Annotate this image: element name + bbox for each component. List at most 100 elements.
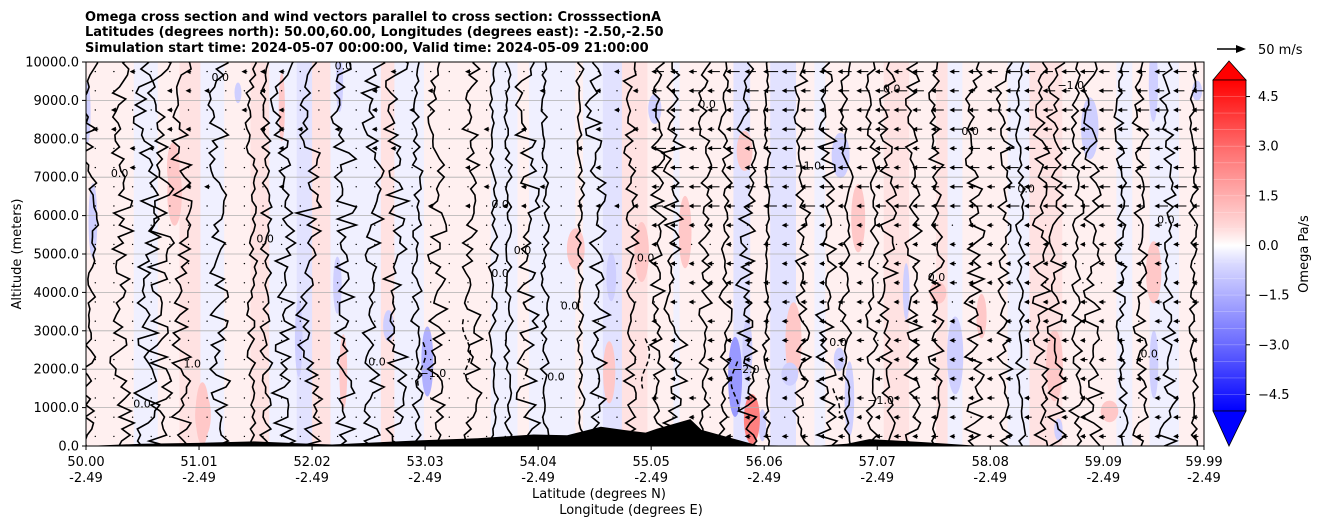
wind-vector-dot (1044, 224, 1047, 226)
wind-vector-dot (113, 301, 115, 303)
wind-vector-dot (616, 147, 618, 150)
y-tick-label: 9000.0 (34, 94, 80, 109)
wind-vector-dot (430, 397, 432, 399)
wind-vector-dot (411, 205, 413, 207)
wind-vector-dot (728, 397, 730, 399)
wind-vector-dot (541, 205, 544, 207)
wind-vector-dot (187, 147, 190, 150)
wind-vector-head (1005, 433, 1011, 439)
x-tick-label-lon: -2.49 (634, 471, 668, 486)
wind-vector-dot (113, 205, 115, 207)
wind-vector-head (856, 414, 862, 420)
wind-vector-dot (579, 243, 581, 246)
wind-vector-head (1135, 357, 1141, 363)
contour-line (877, 62, 900, 446)
wind-vector-head (1173, 337, 1179, 343)
wind-vector-dot (94, 109, 97, 111)
wind-vector-dot (560, 224, 562, 226)
wind-vector-dot (635, 166, 637, 169)
wind-vector-head (1173, 299, 1179, 305)
wind-vector-head (949, 165, 955, 171)
wind-vector-dot (150, 186, 152, 188)
wind-vector-dot (802, 416, 805, 418)
wind-vector-head (707, 280, 713, 286)
wind-vector-head (930, 184, 936, 190)
x-tick-label-lon: -2.49 (1187, 471, 1221, 486)
wind-vector-head (893, 184, 899, 190)
wind-vector-head (539, 184, 545, 190)
contour-labels: 1.0 0.0 0.0 0.0 0.0 0.0 0.0 0.0 0.0 0.0 0.0 −1.0 −1.… (111, 60, 1175, 411)
wind-vector-head (1191, 433, 1197, 439)
wind-vector-dot (579, 358, 581, 361)
wind-vector-head (1061, 145, 1067, 151)
wind-vector-dot (560, 90, 562, 92)
wind-vector-head (930, 414, 936, 420)
wind-vector-head (819, 88, 824, 94)
wind-vector-head (781, 184, 787, 190)
wind-vector-dot (299, 416, 301, 418)
wind-vector-dot (113, 435, 115, 438)
wind-vector-dot (318, 435, 320, 438)
wind-vector-head (856, 107, 862, 113)
wind-vector-head (912, 107, 918, 113)
wind-vector-dot (523, 416, 525, 418)
wind-vector-dot (94, 282, 97, 284)
wind-vector-dot (355, 301, 357, 303)
wind-vector-head (688, 280, 694, 286)
contour-line (293, 62, 324, 446)
wind-vector-dot (280, 416, 283, 418)
wind-vector-dot (411, 435, 413, 438)
wind-vector-dot (467, 262, 469, 265)
wind-vector-head (912, 203, 918, 209)
wind-vector-dot (355, 282, 357, 284)
contour-line (487, 62, 500, 446)
wind-vector-head (278, 126, 284, 132)
x-tick-label-lat: 56.06 (746, 455, 783, 470)
contour-line (660, 62, 689, 446)
contour-line (1112, 62, 1129, 446)
wind-vector-dot (1007, 243, 1010, 246)
wind-vector-head (819, 203, 824, 209)
wind-vector-head (688, 145, 694, 151)
wind-vector-head (520, 203, 526, 209)
wind-vector-dot (541, 320, 544, 322)
wind-vector-head (278, 107, 284, 113)
colorbar: 4.5 3.0 1.5 0.0 −1.5 −3.0 −4.5 Omega Pa/s (1212, 60, 1312, 447)
wind-vector-dot (243, 205, 246, 207)
wind-vector-head (1098, 165, 1104, 171)
wind-vector-dot (504, 397, 506, 399)
wind-vector-dot (225, 147, 227, 150)
wind-vector-head (1024, 261, 1029, 267)
wind-vector-head (1079, 433, 1085, 439)
wind-vector-head (837, 376, 843, 382)
wind-vector-dot (299, 378, 301, 380)
contour-line (1031, 62, 1052, 446)
wind-vector-dot (187, 262, 190, 265)
wind-vector-dot (597, 109, 600, 111)
wind-vector-head (1061, 299, 1067, 305)
wind-vector-dot (113, 282, 115, 284)
wind-vector-head (725, 357, 731, 363)
wind-vector-dot (225, 262, 227, 265)
wind-vector-dot (523, 109, 525, 111)
wind-vector-dot (485, 109, 488, 111)
wind-vector-dot (225, 358, 227, 361)
wind-vector-dot (225, 109, 227, 111)
contour-label: 0.0 (133, 398, 151, 411)
wind-vector-dot (336, 109, 339, 111)
contour-label: 0.0 (212, 71, 230, 84)
wind-vector-dot (318, 109, 320, 111)
wind-vector-dot (690, 243, 693, 246)
wind-vector-head (800, 222, 806, 228)
wind-vector-head (1154, 414, 1160, 420)
wind-vector-head (688, 107, 694, 113)
wind-vector-head (1024, 414, 1029, 420)
wind-vector-head (1005, 203, 1011, 209)
wind-vector-dot (392, 358, 395, 361)
wind-vector-dot (392, 262, 395, 265)
wind-vector-head (874, 165, 880, 171)
wind-vector-head (1191, 280, 1197, 286)
wind-vector-head (837, 299, 843, 305)
wind-vector-dot (895, 243, 898, 246)
wind-vector-dot (150, 166, 152, 169)
